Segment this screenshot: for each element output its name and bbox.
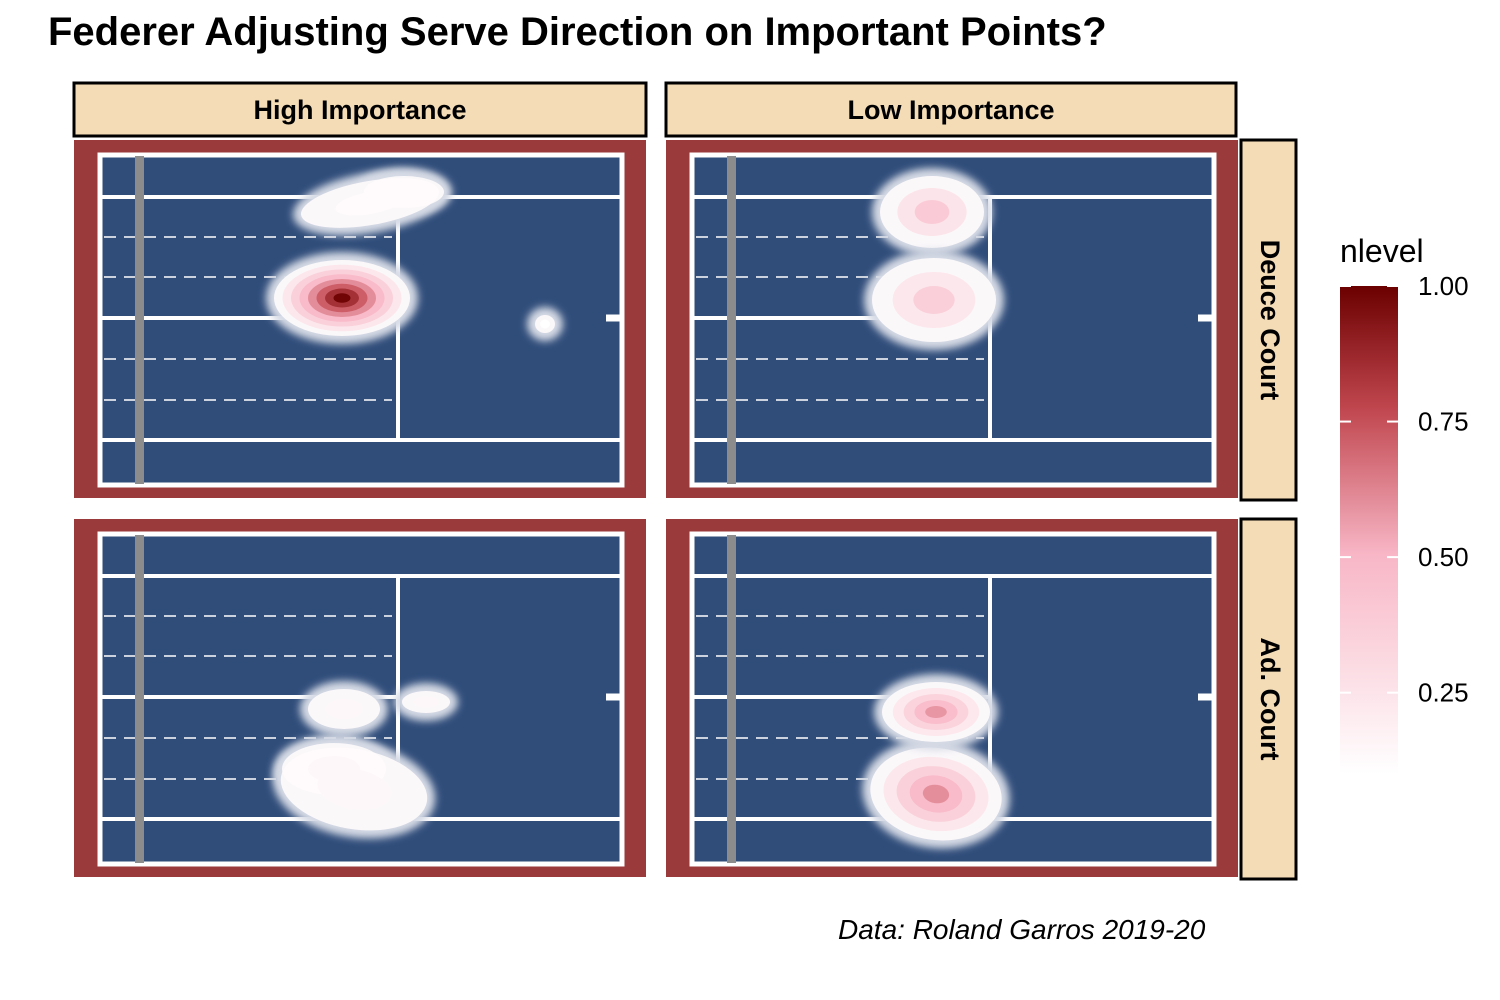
density-blob-outlier (527, 307, 563, 341)
legend-tick-label: 0.75 (1418, 407, 1469, 437)
density-level (540, 319, 550, 329)
density-blob-wide (874, 674, 998, 750)
row-strip: Ad. Court (1239, 517, 1298, 881)
panel-deuce-court-high-importance (74, 140, 646, 498)
density-level (925, 706, 947, 718)
column-strip: Low Importance (664, 81, 1238, 138)
column-strip-label: High Importance (253, 95, 466, 125)
density-blob-wide (293, 168, 452, 236)
density-blob-body (266, 252, 418, 344)
net (727, 156, 736, 484)
row-strip-box (1239, 517, 1298, 881)
density-level (922, 784, 950, 804)
legend-tick-label: 0.25 (1418, 678, 1469, 708)
net (135, 156, 144, 484)
density-blob-body (862, 739, 1010, 849)
column-strip-box (72, 81, 648, 138)
density-blob-wide (872, 168, 992, 256)
density-level (335, 190, 405, 216)
density-level (914, 200, 950, 224)
density-blob-body (272, 735, 436, 839)
density-blob-wide (300, 681, 458, 737)
net (727, 535, 736, 863)
panel-ad-court-high-importance (74, 519, 646, 877)
row-strip-label: Deuce Court (1255, 240, 1285, 401)
column-strip-label: Low Importance (847, 95, 1054, 125)
density-level (333, 293, 351, 303)
legend-colorbar (1340, 286, 1398, 774)
caption: Data: Roland Garros 2019-20 (838, 914, 1206, 945)
density-blob-body (864, 250, 1004, 350)
panel-ad-court-low-importance (666, 519, 1238, 877)
legend-title: nlevel (1340, 233, 1424, 269)
legend-tick-label: 1.00 (1418, 271, 1469, 301)
panel-deuce-court-low-importance (666, 140, 1238, 498)
row-strip-box (1239, 138, 1298, 502)
row-strip: Deuce Court (1239, 138, 1298, 502)
density-level (384, 184, 424, 200)
density-level (913, 286, 955, 314)
row-strip-label: Ad. Court (1255, 638, 1285, 761)
density-level (414, 696, 438, 708)
column-strip-box (664, 81, 1238, 138)
chart-title: Federer Adjusting Serve Direction on Imp… (48, 10, 1107, 54)
legend: nlevel 0.25 0.50 0.75 1.00 (1340, 233, 1469, 774)
density-level (308, 756, 360, 782)
column-strip: High Importance (72, 81, 648, 138)
legend-tick-label: 0.50 (1418, 542, 1469, 572)
density-level (326, 699, 362, 719)
net (135, 535, 144, 863)
